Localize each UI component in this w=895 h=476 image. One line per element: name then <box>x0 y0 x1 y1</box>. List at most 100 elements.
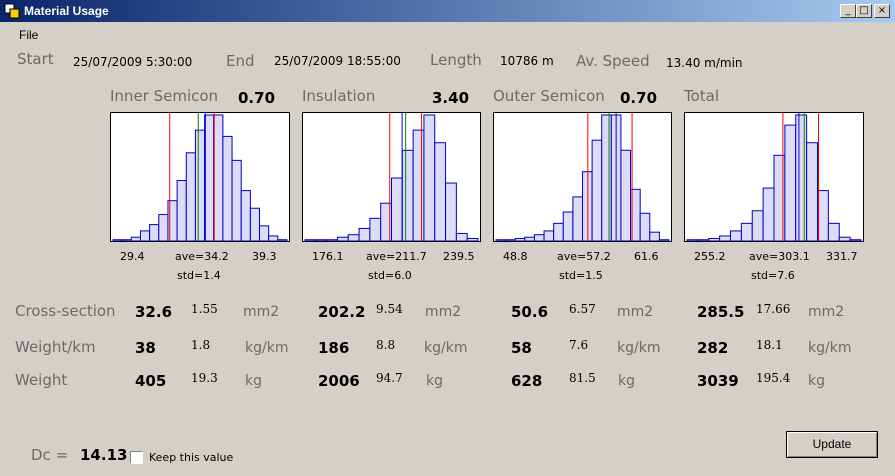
axis-max-label: 239.5 <box>443 250 475 263</box>
deviation-value: 94.7 <box>376 371 403 385</box>
histogram-bar <box>533 234 545 241</box>
unit-label: kg <box>618 373 635 389</box>
average-label: ave=57.2 <box>557 250 611 263</box>
panel-value: 0.70 <box>238 89 276 107</box>
histogram-bar <box>495 239 507 241</box>
histogram-bar <box>524 236 535 241</box>
unit-label: kg <box>245 373 262 389</box>
axis-min-label: 29.4 <box>120 250 145 263</box>
maximize-button[interactable]: □ <box>856 4 872 18</box>
keep-value-checkbox[interactable] <box>130 451 143 464</box>
window-title: Material Usage <box>24 4 109 18</box>
average-label: ave=34.2 <box>175 250 229 263</box>
histogram-bar <box>268 235 279 241</box>
end-label: End <box>226 52 255 70</box>
mean-value: 58 <box>511 339 532 357</box>
axis-max-label: 331.7 <box>826 250 858 263</box>
deviation-value: 1.55 <box>191 302 218 316</box>
histogram-bar <box>455 232 468 241</box>
histogram-bar <box>762 187 775 241</box>
average-label: ave=211.7 <box>366 250 427 263</box>
mean-value: 282 <box>697 339 729 357</box>
histogram-bar <box>719 235 731 241</box>
histogram-bar <box>795 114 808 241</box>
histogram-bar <box>130 236 141 241</box>
histogram-bar <box>259 225 270 241</box>
histogram-bar <box>369 217 382 241</box>
histogram-bar <box>514 237 526 241</box>
update-button[interactable]: Update <box>786 431 878 458</box>
panel-value: 0.70 <box>620 89 658 107</box>
unit-label: kg/km <box>245 340 289 356</box>
unit-label: mm2 <box>425 304 462 320</box>
axis-max-label: 39.3 <box>252 250 277 263</box>
menu-file[interactable]: File <box>19 28 39 42</box>
maximize-icon: □ <box>859 5 869 16</box>
row-label: Weight <box>15 371 68 389</box>
histogram-bar <box>697 239 710 241</box>
histogram-chart <box>302 112 481 242</box>
mean-value: 628 <box>511 372 543 390</box>
deviation-value: 18.1 <box>756 338 783 352</box>
deviation-value: 6.57 <box>569 302 596 316</box>
histogram-bar <box>572 196 583 241</box>
speed-label: Av. Speed <box>576 52 650 70</box>
histogram-bar <box>553 222 564 241</box>
histogram-bar <box>827 222 840 241</box>
deviation-value: 195.4 <box>756 371 791 385</box>
close-button[interactable]: × <box>874 4 890 18</box>
app-icon <box>4 3 20 19</box>
histogram-bar <box>658 239 670 241</box>
unit-label: kg <box>808 373 825 389</box>
deviation-value: 1.8 <box>191 338 211 352</box>
axis-min-label: 48.8 <box>503 250 528 263</box>
axis-min-label: 176.1 <box>312 250 344 263</box>
histogram-bar <box>817 190 829 241</box>
deviation-value: 81.5 <box>569 371 596 385</box>
histogram-bar <box>562 211 574 241</box>
mean-value: 405 <box>135 372 167 390</box>
histogram-bar <box>591 139 603 241</box>
histogram-bar <box>347 234 360 241</box>
histogram-bar <box>543 230 555 241</box>
minimize-button[interactable]: _ <box>840 4 856 18</box>
deviation-value: 19.3 <box>191 371 218 385</box>
axis-min-label: 255.2 <box>694 250 726 263</box>
std-label: std=1.5 <box>559 269 603 282</box>
histogram-bar <box>176 180 187 241</box>
minimize-icon: _ <box>845 5 851 16</box>
deviation-value: 7.6 <box>569 338 589 352</box>
panel-title: Insulation <box>302 87 376 105</box>
unit-label: mm2 <box>617 304 654 320</box>
histogram-bar <box>784 124 797 241</box>
std-label: std=1.4 <box>177 269 221 282</box>
histogram-bar <box>838 236 851 241</box>
histogram-bar <box>149 224 160 241</box>
histogram-bar <box>445 182 457 241</box>
histogram-bar <box>751 210 764 241</box>
histogram-bar <box>240 190 251 241</box>
histogram-chart <box>684 112 864 242</box>
histogram-bar <box>185 152 196 241</box>
histogram-bar <box>304 239 317 241</box>
panel-title: Inner Semicon <box>110 87 219 105</box>
histogram-bar <box>806 142 818 241</box>
histogram-bar <box>466 237 479 241</box>
histogram-bar <box>740 222 753 241</box>
panel-title: Total <box>684 87 720 105</box>
panel-value: 3.40 <box>432 89 470 107</box>
histogram-bar <box>620 149 632 241</box>
deviation-value: 9.54 <box>376 302 403 316</box>
mean-value: 202.2 <box>318 303 366 321</box>
histogram-bar <box>649 231 660 241</box>
histogram-bar <box>412 129 425 241</box>
unit-label: mm2 <box>243 304 280 320</box>
length-value: 10786 m <box>500 54 554 68</box>
keep-value-label[interactable]: Keep this value <box>149 451 234 464</box>
speed-value: 13.40 m/min <box>666 56 743 70</box>
histogram-bar <box>326 239 338 241</box>
mean-value: 3039 <box>697 372 739 390</box>
mean-value: 38 <box>135 339 156 357</box>
histogram-bar <box>582 171 593 241</box>
title-bar[interactable] <box>0 0 895 22</box>
